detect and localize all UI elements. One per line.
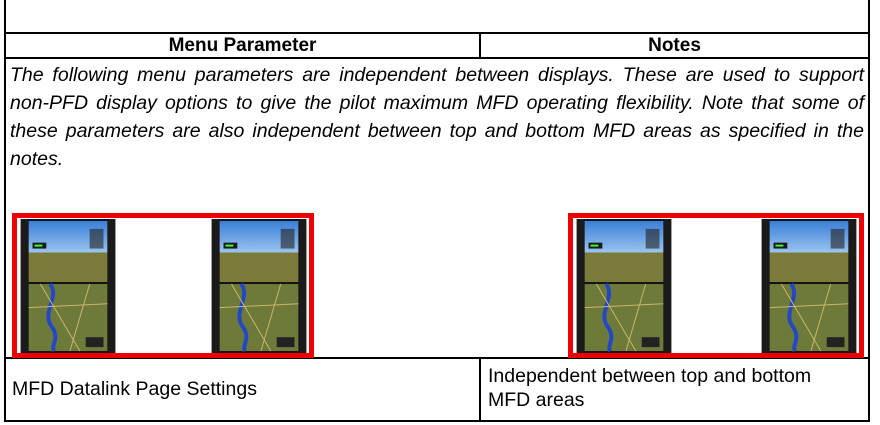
- border: [4, 420, 870, 422]
- display-image: [568, 213, 864, 358]
- intro-text: The following menu parameters are indepe…: [10, 64, 864, 170]
- row-cell: MFD Datalink Page Settings: [12, 378, 257, 400]
- border: [4, 357, 870, 359]
- border: [868, 0, 870, 422]
- border: [4, 0, 6, 422]
- row-cell: Independent between top and bottom MFD a…: [488, 365, 812, 411]
- display: [211, 219, 307, 353]
- display: [761, 219, 857, 353]
- border: [4, 57, 870, 59]
- border: [479, 357, 481, 421]
- display: [576, 219, 672, 353]
- header-cell: Notes: [648, 35, 701, 56]
- header-cell: Menu Parameter: [168, 35, 317, 56]
- border: [4, 32, 870, 34]
- display: [20, 219, 116, 353]
- display-image: [12, 213, 314, 358]
- border: [479, 32, 481, 58]
